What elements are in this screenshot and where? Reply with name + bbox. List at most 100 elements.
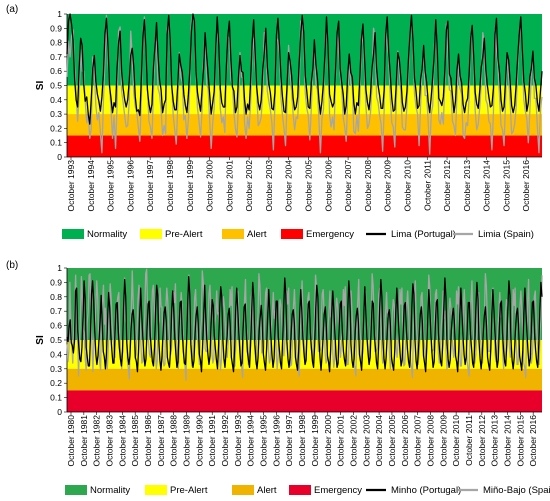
panel-b-legend-item: Minho (Portugal) <box>366 485 461 496</box>
panel-a-band-emergency <box>67 135 542 157</box>
panel-a-legend-label: Alert <box>247 229 267 240</box>
panel-b-xtick-label: October 2015 <box>515 415 525 467</box>
panel-a-ytick-label: 0.7 <box>50 52 62 62</box>
panel-a-xtick-label: October 2010 <box>402 160 412 212</box>
panel-b-xtick-label: October 2016 <box>528 415 538 467</box>
panel-b-legend-label: Normality <box>90 485 130 496</box>
panel-b-legend-swatch <box>65 485 87 495</box>
panel-a-ytick-label: 0.1 <box>50 138 62 148</box>
panel-a-xtick-label: October 2014 <box>482 160 492 212</box>
panel-b-xtick-label: October 1984 <box>117 415 127 467</box>
panel-b-xtick-label: October 1982 <box>92 415 102 467</box>
panel-a-xtick-label: October 1999 <box>185 160 195 212</box>
panel-b-legend-item: Pre-Alert <box>145 485 208 496</box>
panel-a-ytick-label: 0.3 <box>50 109 62 119</box>
panel-b-xtick-label: October 1989 <box>182 415 192 467</box>
panel-a-ytick-label: 0.6 <box>50 66 62 76</box>
panel-b-xtick-label: October 2000 <box>323 415 333 467</box>
panel-b-xtick-label: October 2009 <box>438 415 448 467</box>
panel-b-xtick-label: October 1981 <box>79 415 89 467</box>
panel-b-xtick-label: October 1983 <box>105 415 115 467</box>
panel-b-ytick-label: 0.6 <box>50 321 62 331</box>
panel-a-xtick-label: October 2015 <box>501 160 511 212</box>
panel-b-xtick-label: October 1987 <box>156 415 166 467</box>
panel-b-legend-swatch <box>289 485 311 495</box>
panel-b-legend-label: Miño-Bajo (Spain) <box>483 485 550 496</box>
panel-b-xtick-label: October 1998 <box>297 415 307 467</box>
panel-b-legend-item: Emergency <box>289 485 362 496</box>
panel-b: (b) 0 0.1 0.2 0.3 0.4 0.5 0.6 0.7 0.8 0.9 1 SI Octobe… <box>6 260 550 496</box>
panel-a-legend: Normality Pre-Alert Alert Emergency Lima (Po… <box>62 229 534 240</box>
panel-b-xtick-label: October 2002 <box>348 415 358 467</box>
panel-a-label: (a) <box>6 4 18 15</box>
panel-b-ytick-label: 0.7 <box>50 306 62 316</box>
panel-a-xtick-label: October 1995 <box>106 160 116 212</box>
panel-a-xtick-label: October 2000 <box>205 160 215 212</box>
panel-a-ylabel: SI <box>35 81 46 91</box>
panel-a-legend-item: Normality <box>62 229 127 240</box>
panel-b-legend-label: Pre-Alert <box>170 485 208 496</box>
panel-a-legend-swatch <box>140 229 162 239</box>
panel-a-legend-item: Pre-Alert <box>140 229 203 240</box>
panel-b-xtick-label: October 2008 <box>425 415 435 467</box>
panel-b-xtick-label: October 1991 <box>207 415 217 467</box>
panel-a-series-lima-portugal <box>66 13 543 125</box>
panel-b-ytick-label: 0.1 <box>50 393 62 403</box>
panel-b-xtick-label: October 2012 <box>477 415 487 467</box>
panel-b-ytick-label: 0.9 <box>50 277 62 287</box>
panel-a-legend-label: Lima (Portugal) <box>391 229 456 240</box>
panel-a-ytick-label: 0 <box>57 152 62 162</box>
panel-a-xtick-label: October 2001 <box>224 160 234 212</box>
panel-b-xtick-label: October 2013 <box>490 415 500 467</box>
panel-b-ytick-label: 0.2 <box>50 378 62 388</box>
panel-a-legend-swatch <box>62 229 84 239</box>
panel-b-xtick-label: October 1996 <box>271 415 281 467</box>
panel-b-xtick-label: October 1994 <box>246 415 256 467</box>
panel-b-legend-item: Miño-Bajo (Spain) <box>458 485 550 496</box>
panel-a-xtick-label: October 1998 <box>165 160 175 212</box>
panel-a-legend-item: Alert <box>222 229 267 240</box>
panel-b-xtick-label: October 1997 <box>284 415 294 467</box>
panel-b-series-minho-portugal <box>66 275 543 373</box>
panel-b-label: (b) <box>6 260 18 271</box>
panel-a-ytick-label: 0.5 <box>50 81 62 91</box>
panel-a-legend-swatch <box>281 229 303 239</box>
panel-b-xtick-label: October 1980 <box>66 415 76 467</box>
panel-b-xtick-label: October 1995 <box>259 415 269 467</box>
panel-a-ytick-label: 1 <box>57 9 62 19</box>
panel-b-ytick-label: 0.4 <box>50 349 62 359</box>
panel-a-xtick-label: October 2003 <box>264 160 274 212</box>
panel-a-ytick-label: 0.8 <box>50 38 62 48</box>
panel-a-legend-item: Limia (Spain) <box>453 229 534 240</box>
panel-a-xtick-label: October 2002 <box>244 160 254 212</box>
panel-b-ytick-label: 0.8 <box>50 292 62 302</box>
panel-b-legend-label: Minho (Portugal) <box>391 485 461 496</box>
panel-a-xtick-label: October 2012 <box>442 160 452 212</box>
panel-b-ytick-label: 1 <box>57 263 62 273</box>
panel-b-xtick-label: October 2010 <box>451 415 461 467</box>
panel-b-legend-item: Alert <box>232 485 277 496</box>
panel-a-legend-label: Emergency <box>306 229 354 240</box>
panel-a-xtick-label: October 2011 <box>422 160 432 211</box>
panel-b-xtick-label: October 1993 <box>233 415 243 467</box>
panel-b-ytick-label: 0.3 <box>50 364 62 374</box>
panel-b-band-alert <box>67 368 542 391</box>
panel-b-legend-label: Emergency <box>314 485 362 496</box>
panel-b-xtick-label: October 2006 <box>400 415 410 467</box>
panel-a-xtick-label: October 2016 <box>521 160 531 212</box>
panel-a-xtick-label: October 2013 <box>462 160 472 212</box>
panel-a-xtick-label: October 1997 <box>145 160 155 212</box>
panel-b-xtick-label: October 2011 <box>464 415 474 466</box>
panel-b-legend-label: Alert <box>257 485 277 496</box>
panel-a-legend-swatch <box>222 229 244 239</box>
panel-a-legend-label: Normality <box>87 229 127 240</box>
panel-a-xtick-label: October 1993 <box>66 160 76 212</box>
panel-b-xtick-label: October 1988 <box>169 415 179 467</box>
panel-b-xtick-label: October 1986 <box>143 415 153 467</box>
panel-b-xtick-label: October 1999 <box>310 415 320 467</box>
panel-a-xtick-label: October 2006 <box>323 160 333 212</box>
panel-a-ytick-label: 0.4 <box>50 95 62 105</box>
panel-a-legend-item: Lima (Portugal) <box>366 229 456 240</box>
panel-a-xtick-label: October 1994 <box>86 160 96 212</box>
